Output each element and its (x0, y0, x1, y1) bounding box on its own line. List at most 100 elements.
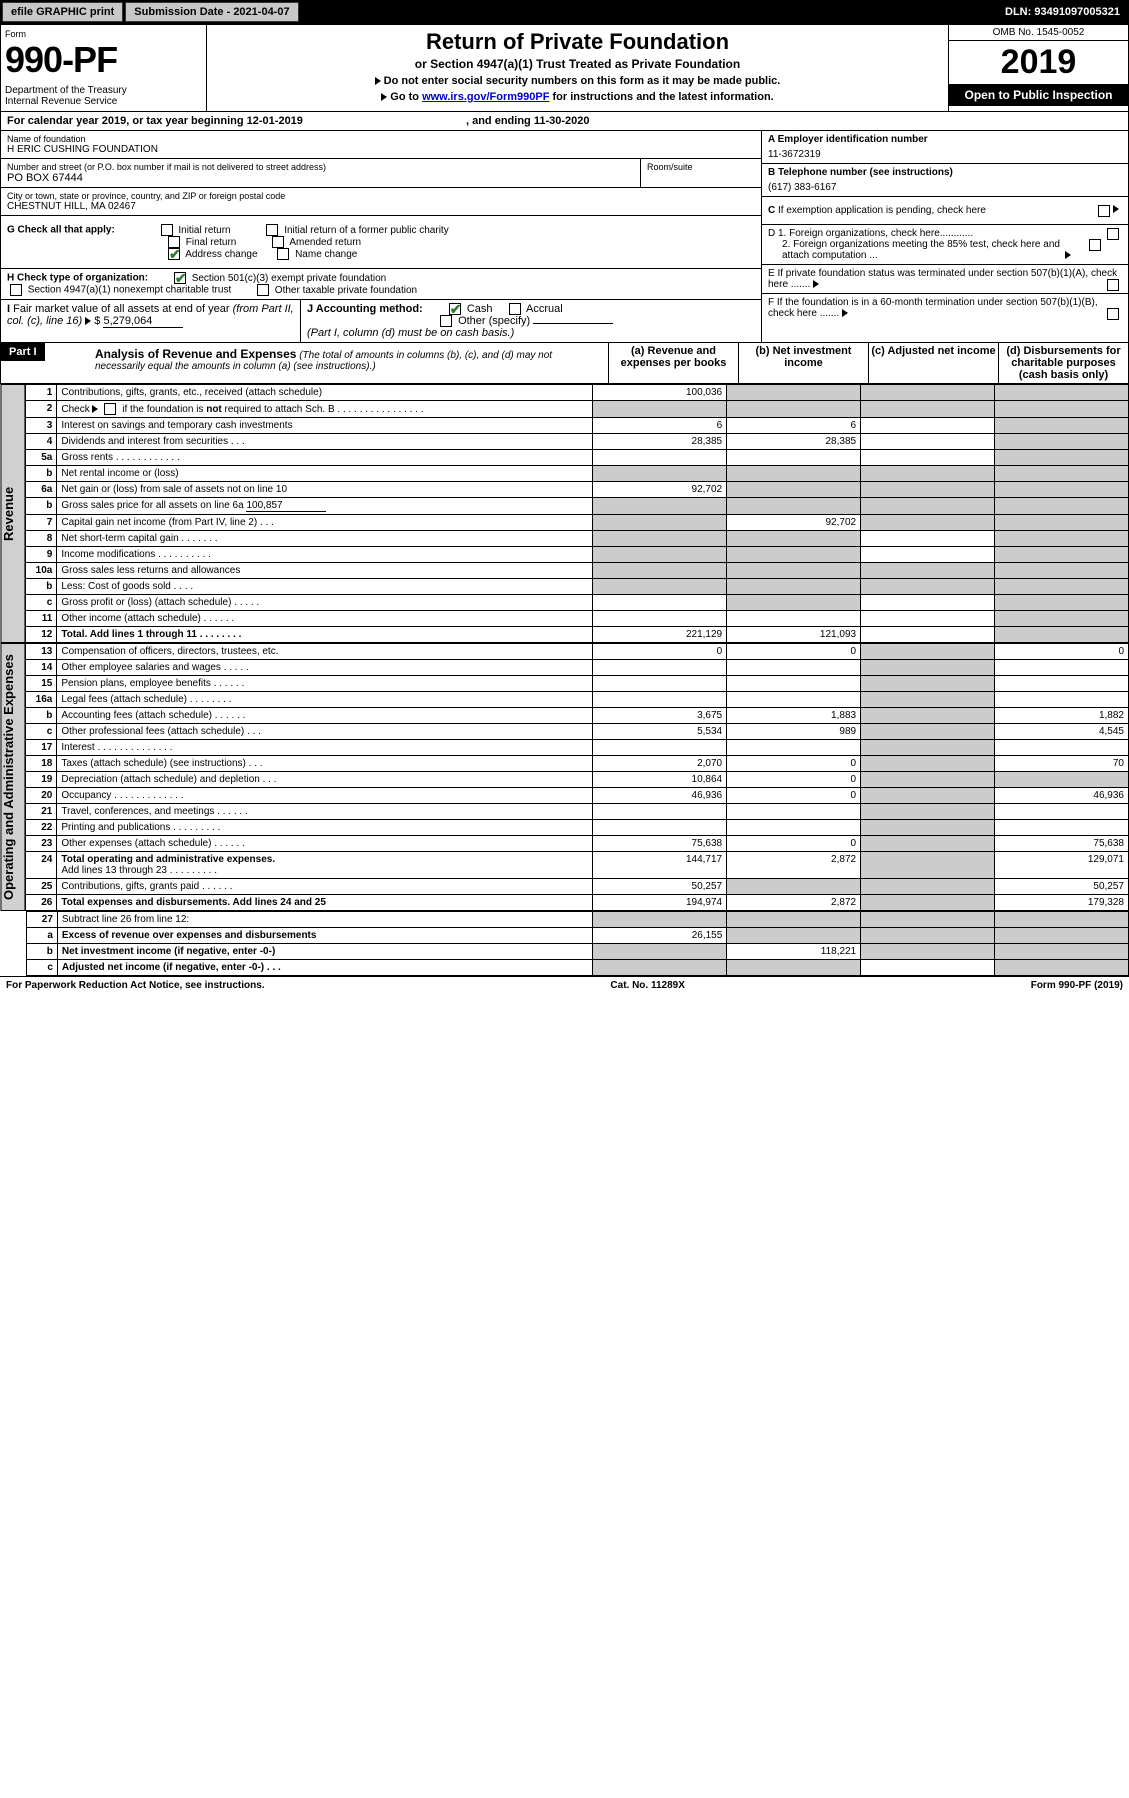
table-row: 21Travel, conferences, and meetings . . … (26, 804, 1129, 820)
calendar-year-row: For calendar year 2019, or tax year begi… (0, 112, 1129, 131)
c-label: If exemption application is pending, che… (778, 205, 986, 216)
summary-table: 27Subtract line 26 from line 12: aExcess… (26, 911, 1129, 976)
table-row: 4Dividends and interest from securities … (26, 434, 1129, 450)
phone-label: B Telephone number (see instructions) (768, 167, 1122, 178)
expenses-sidebar: Operating and Administrative Expenses (0, 643, 25, 911)
d1-checkbox[interactable] (1107, 228, 1119, 240)
col-b-hdr: (b) Net investment income (756, 345, 852, 369)
table-row: 16aLegal fees (attach schedule) . . . . … (26, 692, 1129, 708)
table-row: bAccounting fees (attach schedule) . . .… (26, 708, 1129, 724)
initial-return-checkbox[interactable] (161, 224, 173, 236)
expenses-table: 13Compensation of officers, directors, t… (25, 643, 1129, 911)
col-d-hdr: (d) Disbursements for charitable purpose… (1006, 345, 1120, 381)
table-row: 22Printing and publications . . . . . . … (26, 820, 1129, 836)
501c3-checkbox[interactable] (174, 272, 186, 284)
j-label: J Accounting method: (307, 303, 423, 315)
city-label: City or town, state or province, country… (7, 191, 755, 201)
city-state-zip: CHESTNUT HILL, MA 02467 (7, 201, 755, 212)
d1-label: D 1. Foreign organizations, check here..… (768, 228, 973, 239)
table-row: cAdjusted net income (if negative, enter… (27, 960, 1129, 976)
d2-label: 2. Foreign organizations meeting the 85%… (782, 239, 1062, 261)
arrow-icon (375, 77, 381, 85)
table-row: 19Depreciation (attach schedule) and dep… (26, 772, 1129, 788)
table-row: 13Compensation of officers, directors, t… (26, 644, 1129, 660)
table-row: 6aNet gain or (loss) from sale of assets… (26, 482, 1129, 498)
table-row: 15Pension plans, employee benefits . . .… (26, 676, 1129, 692)
table-row: 5aGross rents . . . . . . . . . . . . (26, 450, 1129, 466)
other-method-checkbox[interactable] (440, 315, 452, 327)
address: PO BOX 67444 (7, 172, 634, 184)
cash-checkbox[interactable] (449, 303, 461, 315)
arrow-icon (381, 93, 387, 101)
f-checkbox[interactable] (1107, 308, 1119, 320)
table-row: 2Check if the foundation is not required… (26, 401, 1129, 418)
name-change-checkbox[interactable] (277, 248, 289, 260)
table-row: 12Total. Add lines 1 through 11 . . . . … (26, 627, 1129, 643)
footer: For Paperwork Reduction Act Notice, see … (0, 976, 1129, 994)
other-taxable-checkbox[interactable] (257, 284, 269, 296)
tax-year: 2019 (949, 41, 1128, 84)
form-header: Form 990-PF Department of the TreasuryIn… (0, 24, 1129, 112)
table-row: 20Occupancy . . . . . . . . . . . . .46,… (26, 788, 1129, 804)
col-a-hdr: (a) Revenue and expenses per books (621, 345, 727, 369)
ein-label: A Employer identification number (768, 134, 1122, 145)
foundation-name: H ERIC CUSHING FOUNDATION (7, 144, 755, 155)
instr-goto: Go to (390, 91, 422, 103)
instr-ssn: Do not enter social security numbers on … (384, 75, 781, 87)
gross-sales-6a: 100,857 (246, 500, 326, 512)
efile-print-btn[interactable]: efile GRAPHIC print (2, 2, 123, 22)
table-row: bLess: Cost of goods sold . . . . (26, 579, 1129, 595)
amended-return-checkbox[interactable] (272, 236, 284, 248)
addr-label: Number and street (or P.O. box number if… (7, 162, 634, 172)
j-note: (Part I, column (d) must be on cash basi… (307, 327, 514, 339)
table-row: 11Other income (attach schedule) . . . .… (26, 611, 1129, 627)
table-row: bNet investment income (if negative, ent… (27, 944, 1129, 960)
cat-no: Cat. No. 11289X (610, 980, 684, 991)
omb-number: OMB No. 1545-0052 (949, 25, 1128, 41)
efile-topbar: efile GRAPHIC print Submission Date - 20… (0, 0, 1129, 24)
table-row: 1Contributions, gifts, grants, etc., rec… (26, 385, 1129, 401)
dln: DLN: 93491097005321 (997, 3, 1128, 21)
table-row: cGross profit or (loss) (attach schedule… (26, 595, 1129, 611)
paperwork-notice: For Paperwork Reduction Act Notice, see … (6, 980, 265, 991)
c-checkbox[interactable] (1098, 205, 1110, 217)
table-row: cOther professional fees (attach schedul… (26, 724, 1129, 740)
table-row: 9Income modifications . . . . . . . . . … (26, 547, 1129, 563)
address-change-checkbox[interactable] (168, 248, 180, 260)
table-row: 3Interest on savings and temporary cash … (26, 418, 1129, 434)
4947-checkbox[interactable] (10, 284, 22, 296)
h-label: H Check type of organization: (7, 273, 148, 284)
form-label: Form (5, 29, 202, 39)
initial-former-checkbox[interactable] (266, 224, 278, 236)
e-checkbox[interactable] (1107, 279, 1119, 291)
table-row: bNet rental income or (loss) (26, 466, 1129, 482)
col-c-hdr: (c) Adjusted net income (871, 345, 995, 357)
table-row: 8Net short-term capital gain . . . . . .… (26, 531, 1129, 547)
form-number: 990-PF (5, 39, 202, 81)
table-row: bGross sales price for all assets on lin… (26, 498, 1129, 515)
instr-link[interactable]: www.irs.gov/Form990PF (422, 91, 549, 103)
part1-title: Analysis of Revenue and Expenses (95, 347, 296, 361)
phone: (617) 383-6167 (768, 182, 1122, 193)
part1-label: Part I (1, 343, 45, 361)
table-row: aExcess of revenue over expenses and dis… (27, 928, 1129, 944)
d2-checkbox[interactable] (1089, 239, 1101, 251)
revenue-table: 1Contributions, gifts, grants, etc., rec… (25, 384, 1129, 643)
table-row: 26Total expenses and disbursements. Add … (26, 895, 1129, 911)
name-label: Name of foundation (7, 134, 755, 144)
ein: 11-3672319 (768, 149, 1122, 160)
table-row: 25Contributions, gifts, grants paid . . … (26, 879, 1129, 895)
fmv-value: 5,279,064 (103, 315, 183, 328)
table-row: 14Other employee salaries and wages . . … (26, 660, 1129, 676)
g-label: G Check all that apply: (7, 225, 115, 236)
table-row: 23Other expenses (attach schedule) . . .… (26, 836, 1129, 852)
open-to-public: Open to Public Inspection (949, 84, 1128, 106)
table-row: 17Interest . . . . . . . . . . . . . . (26, 740, 1129, 756)
room-label: Room/suite (647, 162, 755, 172)
dept-treasury: Department of the TreasuryInternal Reven… (5, 85, 202, 107)
accrual-checkbox[interactable] (509, 303, 521, 315)
table-row: 10aGross sales less returns and allowanc… (26, 563, 1129, 579)
revenue-sidebar: Revenue (0, 384, 25, 643)
schb-checkbox[interactable] (104, 403, 116, 415)
f-label: F If the foundation is in a 60-month ter… (768, 297, 1098, 319)
